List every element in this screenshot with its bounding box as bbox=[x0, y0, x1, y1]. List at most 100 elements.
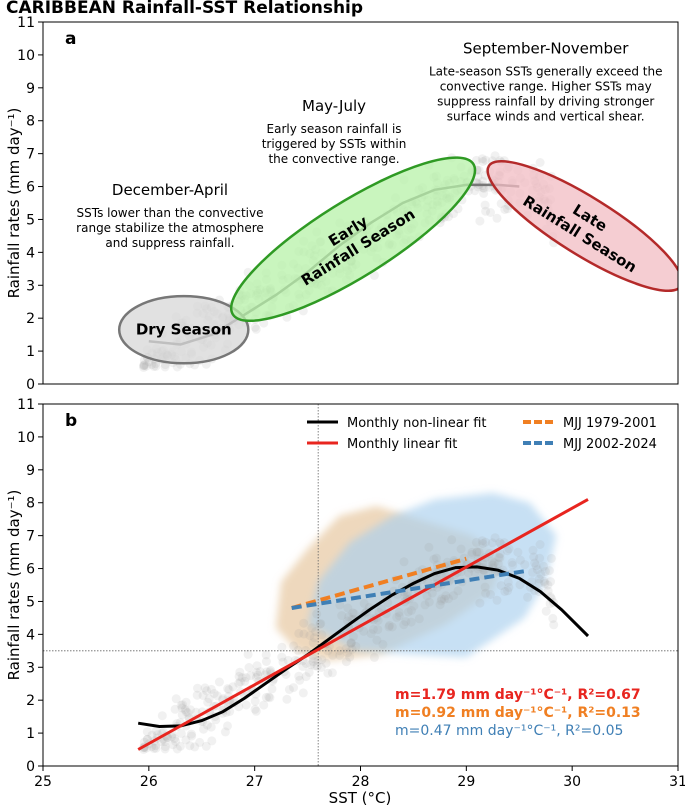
scatter-point bbox=[147, 730, 157, 740]
annotation-text: Early season rainfall is bbox=[267, 122, 402, 136]
scatter-point bbox=[384, 622, 394, 632]
ytick-label: 0 bbox=[26, 377, 35, 393]
scatter-point bbox=[181, 735, 191, 745]
scatter-point bbox=[180, 705, 190, 715]
scatter-point bbox=[237, 673, 247, 683]
scatter-point bbox=[343, 603, 353, 613]
scatter-point bbox=[535, 553, 545, 563]
scatter-point bbox=[346, 638, 356, 648]
scatter-point bbox=[487, 538, 497, 548]
figure-title: CARIBBEAN Rainfall-SST Relationship bbox=[6, 0, 364, 18]
scatter-point bbox=[176, 728, 186, 738]
scatter-point bbox=[490, 151, 500, 161]
scatter-point bbox=[471, 537, 481, 547]
scatter-point bbox=[157, 711, 167, 721]
scatter-point bbox=[385, 620, 394, 630]
scatter-point bbox=[493, 559, 503, 569]
scatter-point bbox=[467, 547, 477, 557]
scatter-point bbox=[480, 582, 490, 592]
scatter-point bbox=[278, 657, 288, 667]
scatter-point bbox=[261, 650, 271, 660]
scatter-point bbox=[341, 657, 351, 667]
scatter-point bbox=[475, 598, 485, 608]
scatter-point bbox=[394, 607, 404, 617]
scatter-point bbox=[160, 742, 170, 752]
scatter-point bbox=[530, 558, 540, 568]
scatter-point bbox=[495, 538, 505, 548]
scatter-point bbox=[181, 697, 191, 707]
scatter-point bbox=[171, 736, 181, 746]
scatter-point bbox=[481, 206, 491, 216]
ytick-label: 6 bbox=[26, 562, 35, 578]
annotation-heading: September-November bbox=[463, 39, 629, 57]
scatter-point bbox=[406, 606, 416, 615]
scatter-point bbox=[470, 568, 480, 578]
scatter-point bbox=[172, 362, 182, 372]
scatter-point bbox=[212, 691, 222, 701]
scatter-point bbox=[549, 620, 559, 630]
scatter-point bbox=[253, 670, 263, 680]
scatter-point bbox=[481, 588, 491, 598]
scatter-point bbox=[308, 657, 318, 667]
scatter-point bbox=[369, 652, 379, 662]
scatter-point bbox=[277, 642, 287, 652]
scatter-point bbox=[515, 555, 525, 565]
scatter-point bbox=[515, 580, 525, 590]
annotation-text: suppress rainfall by driving stronger bbox=[437, 94, 654, 108]
scatter-point bbox=[317, 630, 327, 640]
scatter-point bbox=[424, 542, 434, 552]
scatter-point bbox=[172, 744, 182, 754]
scatter-point bbox=[235, 667, 245, 677]
scatter-point bbox=[401, 617, 411, 627]
scatter-point bbox=[335, 650, 345, 660]
ytick-label: 5 bbox=[26, 212, 35, 228]
scatter-point bbox=[250, 322, 260, 332]
scatter-point bbox=[209, 689, 219, 698]
scatter-point bbox=[294, 671, 304, 681]
scatter-point bbox=[422, 591, 432, 601]
scatter-point bbox=[160, 737, 170, 746]
scatter-point bbox=[298, 661, 308, 671]
scatter-point bbox=[372, 635, 382, 645]
scatter-point bbox=[305, 631, 315, 641]
legend: Monthly non-linear fit Monthly linear fit… bbox=[307, 416, 657, 452]
scatter-point bbox=[315, 619, 325, 629]
scatter-point bbox=[478, 176, 488, 186]
scatter-point bbox=[304, 667, 314, 677]
season-label-group: Dry Season bbox=[136, 321, 232, 339]
scatter-point bbox=[139, 360, 149, 370]
scatter-point bbox=[495, 553, 505, 563]
scatter-point bbox=[472, 547, 482, 557]
series-linear-fit bbox=[137, 498, 589, 751]
fit-stat-text: m=0.92 mm day⁻¹°C⁻¹, R²=0.13 bbox=[395, 705, 641, 721]
ytick-label: 9 bbox=[26, 81, 35, 97]
scatter-point bbox=[312, 609, 322, 619]
fit-stat-text: m=0.47 mm day⁻¹°C⁻¹, R²=0.05 bbox=[395, 723, 623, 739]
scatter-point bbox=[149, 361, 159, 371]
scatter-point bbox=[424, 597, 434, 607]
panel-a-ylabel: Rainfall rates (mm day⁻¹) bbox=[5, 108, 23, 299]
scatter-point bbox=[378, 639, 388, 649]
panel-b-ylabel: Rainfall rates (mm day⁻¹) bbox=[5, 490, 23, 681]
scatter-point bbox=[259, 700, 269, 710]
scatter-point bbox=[255, 667, 265, 677]
ytick-label: 8 bbox=[26, 114, 35, 130]
scatter-point bbox=[504, 582, 514, 592]
scatter-point bbox=[513, 547, 523, 557]
scatter-point bbox=[171, 694, 181, 704]
scatter-point bbox=[147, 360, 157, 369]
scatter-point bbox=[251, 673, 261, 682]
scatter-point bbox=[387, 622, 397, 632]
xtick-label: 28 bbox=[352, 774, 370, 790]
scatter-point bbox=[261, 657, 271, 666]
dry-season-oval bbox=[117, 294, 250, 365]
scatter-point bbox=[265, 693, 275, 703]
scatter-point bbox=[535, 540, 545, 549]
scatter-point bbox=[200, 683, 210, 693]
scatter-point bbox=[199, 724, 208, 734]
scatter-point bbox=[251, 324, 261, 334]
scatter-point bbox=[151, 726, 161, 736]
scatter-point bbox=[277, 652, 287, 662]
